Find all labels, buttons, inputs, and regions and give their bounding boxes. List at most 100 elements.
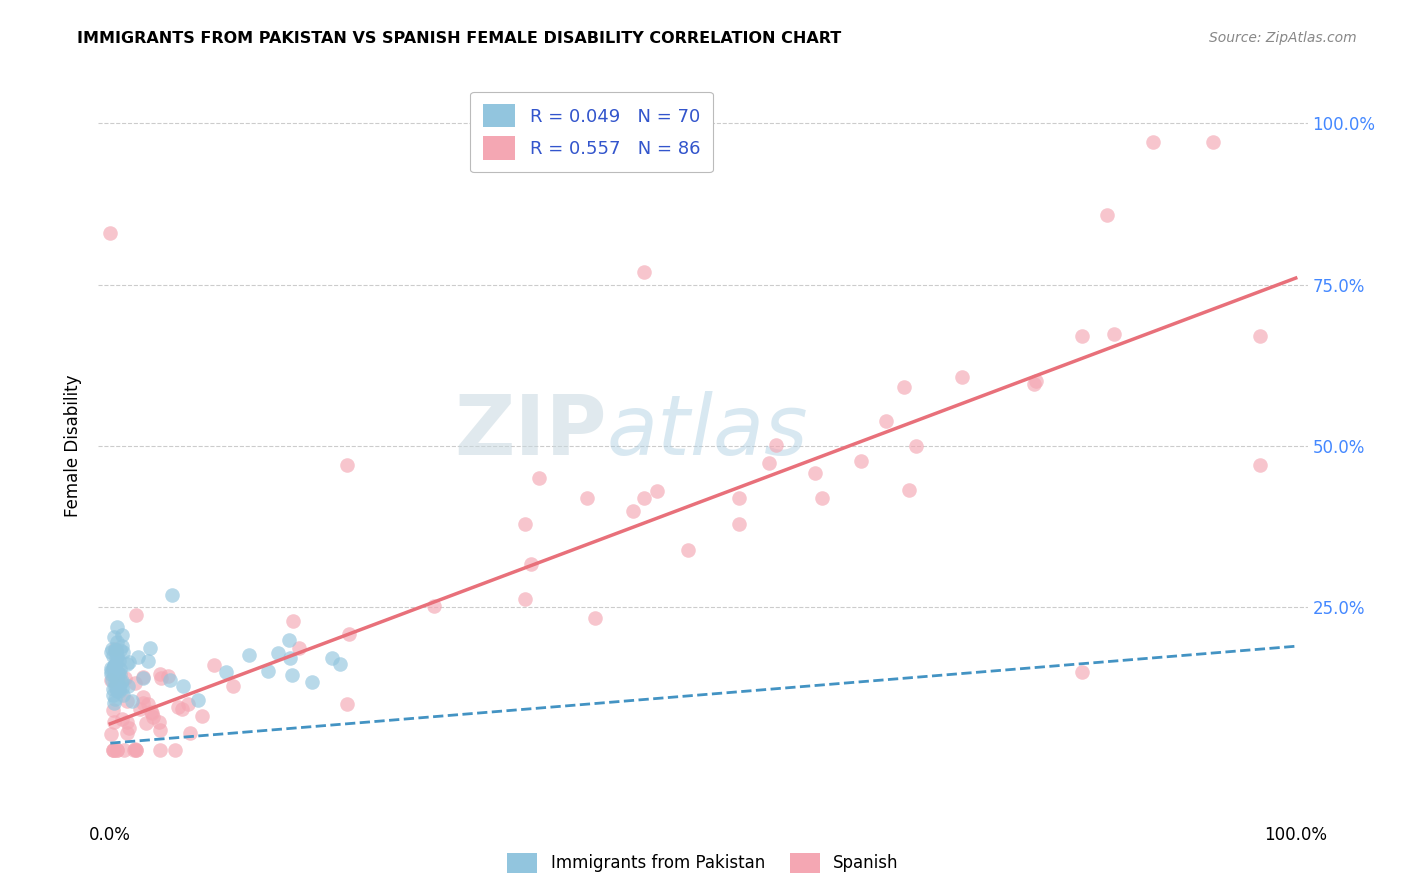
- Point: [149, 666, 172, 681]
- Point: [101, 688, 124, 702]
- Point: [1095, 208, 1118, 222]
- Point: [267, 647, 290, 661]
- Point: [111, 673, 134, 688]
- Point: [103, 742, 125, 756]
- Point: [103, 659, 125, 673]
- Point: [583, 611, 606, 625]
- Point: [1249, 458, 1271, 473]
- Point: [136, 697, 159, 711]
- Point: [321, 651, 343, 665]
- Point: [115, 694, 138, 708]
- Point: [150, 671, 173, 685]
- Point: [278, 651, 301, 665]
- Point: [104, 658, 127, 673]
- Point: [104, 679, 127, 693]
- Legend: R = 0.049   N = 70, R = 0.557   N = 86: R = 0.049 N = 70, R = 0.557 N = 86: [470, 92, 713, 172]
- Point: [111, 645, 134, 659]
- Point: [108, 666, 131, 681]
- Point: [215, 665, 238, 679]
- Point: [108, 654, 131, 668]
- Point: [105, 742, 128, 756]
- Point: [100, 661, 122, 675]
- Point: [257, 664, 280, 678]
- Point: [127, 650, 149, 665]
- Point: [222, 680, 245, 694]
- Point: [108, 662, 131, 676]
- Point: [202, 658, 225, 673]
- Point: [678, 543, 700, 558]
- Point: [118, 655, 141, 669]
- Point: [170, 702, 193, 716]
- Text: ZIP: ZIP: [454, 391, 606, 472]
- Point: [111, 713, 134, 727]
- Point: [1102, 326, 1125, 341]
- Point: [105, 643, 128, 657]
- Point: [1249, 329, 1271, 343]
- Point: [950, 369, 973, 384]
- Point: [149, 742, 172, 756]
- Point: [336, 698, 359, 712]
- Point: [101, 742, 124, 756]
- Point: [114, 671, 136, 685]
- Point: [104, 680, 127, 694]
- Point: [110, 639, 132, 653]
- Point: [187, 693, 209, 707]
- Point: [727, 491, 749, 505]
- Point: [101, 673, 124, 687]
- Point: [897, 483, 920, 497]
- Point: [337, 627, 360, 641]
- Point: [621, 504, 644, 518]
- Point: [104, 642, 127, 657]
- Point: [129, 702, 152, 716]
- Point: [101, 641, 124, 656]
- Point: [157, 668, 180, 682]
- Point: [108, 681, 131, 696]
- Point: [101, 682, 124, 697]
- Point: [905, 439, 928, 453]
- Point: [329, 657, 352, 671]
- Point: [104, 691, 127, 706]
- Point: [103, 659, 125, 673]
- Point: [104, 656, 127, 670]
- Point: [105, 673, 128, 688]
- Point: [727, 516, 749, 531]
- Point: [101, 703, 124, 717]
- Point: [105, 683, 128, 698]
- Point: [124, 742, 146, 756]
- Point: [280, 668, 302, 682]
- Point: [141, 706, 163, 720]
- Point: [238, 648, 260, 662]
- Point: [141, 705, 163, 719]
- Text: atlas: atlas: [606, 391, 808, 472]
- Point: [645, 484, 668, 499]
- Point: [104, 675, 127, 690]
- Point: [519, 558, 541, 572]
- Point: [125, 607, 148, 622]
- Point: [1142, 136, 1164, 150]
- Point: [125, 742, 148, 756]
- Point: [107, 665, 129, 680]
- Point: [132, 671, 155, 685]
- Point: [765, 438, 787, 452]
- Point: [117, 715, 139, 730]
- Point: [103, 630, 125, 644]
- Text: IMMIGRANTS FROM PAKISTAN VS SPANISH FEMALE DISABILITY CORRELATION CHART: IMMIGRANTS FROM PAKISTAN VS SPANISH FEMA…: [77, 31, 842, 46]
- Point: [1202, 136, 1225, 150]
- Point: [103, 643, 125, 657]
- Point: [110, 675, 132, 690]
- Point: [112, 742, 135, 756]
- Point: [136, 654, 159, 668]
- Point: [166, 700, 188, 714]
- Point: [575, 491, 598, 505]
- Point: [159, 673, 181, 688]
- Point: [1071, 329, 1094, 343]
- Point: [111, 628, 134, 642]
- Point: [283, 615, 305, 629]
- Point: [111, 681, 134, 695]
- Point: [875, 414, 897, 428]
- Point: [191, 708, 214, 723]
- Point: [111, 688, 134, 702]
- Point: [515, 516, 537, 531]
- Point: [172, 679, 194, 693]
- Point: [104, 668, 127, 682]
